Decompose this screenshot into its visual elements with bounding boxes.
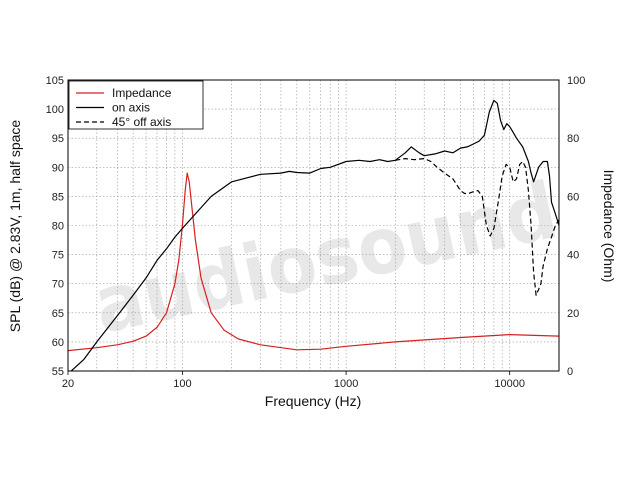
series-line-1	[70, 99, 559, 371]
x-tick-label: 20	[62, 378, 74, 390]
legend-label: Impedance	[112, 86, 172, 100]
curves-layer	[68, 99, 559, 371]
series-line-2	[395, 158, 559, 296]
y-right-tick-label: 100	[567, 75, 585, 87]
y-left-tick-label: 55	[52, 366, 64, 378]
y-left-tick-label: 65	[52, 308, 64, 320]
y-left-tick-label: 105	[46, 75, 64, 87]
y-left-tick-label: 95	[52, 133, 64, 145]
y-left-tick-label: 85	[52, 191, 64, 203]
series-line-0	[68, 172, 559, 352]
legend-box	[68, 80, 204, 130]
grid-lines	[68, 80, 559, 371]
y-right-tick-label: 80	[567, 133, 579, 145]
y-right-tick-label: 40	[567, 250, 579, 262]
y-left-tick-label: 60	[52, 337, 64, 349]
y-right-tick-label: 60	[567, 191, 579, 203]
legend-label: on axis	[112, 101, 150, 115]
x-tick-label: 10000	[494, 378, 525, 390]
y-left-tick-label: 75	[52, 250, 64, 262]
legend-label: 45° off axis	[112, 115, 171, 129]
y-left-tick-label: 100	[46, 104, 64, 116]
y-left-tick-label: 90	[52, 162, 64, 174]
x-tick-label: 1000	[334, 378, 358, 390]
y-left-axis-label: SPL (dB) @ 2.83V, 1m, half space	[7, 120, 23, 333]
y-right-axis-label: Impedance (Ohm)	[601, 170, 617, 283]
x-tick-labels: 20 100 1000 10000	[62, 371, 525, 390]
y-right-tick-labels: 0 20 40 60 80 100	[567, 75, 585, 378]
x-tick-label: 100	[173, 378, 191, 390]
y-left-tick-label: 80	[52, 221, 64, 233]
y-left-tick-labels: 55 60 65 70 75 80 85 90 95 100 105	[46, 75, 64, 378]
plot-frame	[67, 79, 560, 372]
y-left-tick-label: 70	[52, 279, 64, 291]
y-right-tick-label: 0	[567, 366, 573, 378]
y-right-tick-label: 20	[567, 308, 579, 320]
x-axis-label: Frequency (Hz)	[265, 393, 361, 409]
